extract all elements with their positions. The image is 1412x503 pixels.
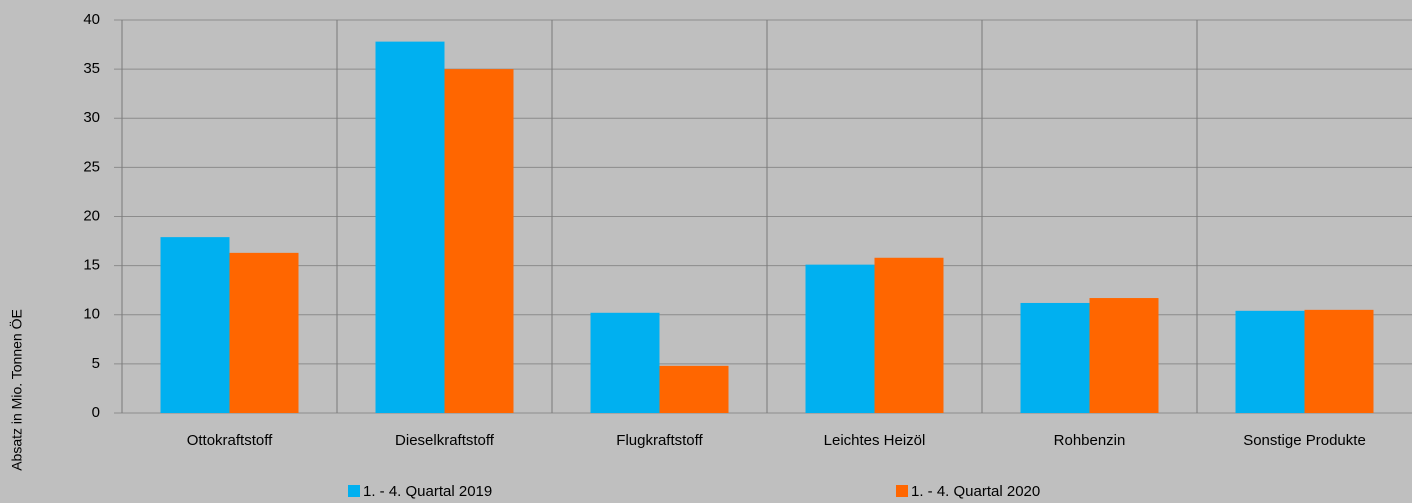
legend-swatch (896, 485, 908, 497)
bar (1235, 310, 1305, 413)
x-tick-label: Sonstige Produkte (1243, 432, 1366, 449)
bar (229, 252, 299, 413)
bar (1089, 298, 1159, 413)
y-tick-label: 15 (83, 257, 100, 274)
bar (375, 41, 445, 414)
bar (590, 312, 660, 413)
bar (160, 237, 230, 413)
x-tick-label: Rohbenzin (1054, 432, 1126, 449)
y-tick-label: 5 (92, 355, 100, 372)
y-tick-label: 35 (83, 60, 100, 77)
bar (1020, 302, 1090, 413)
y-axis-label: Absatz in Mio. Tonnen ÖE (8, 309, 25, 471)
y-tick-label: 20 (83, 207, 100, 224)
x-tick-label: Dieselkraftstoff (395, 432, 495, 449)
y-tick-label: 40 (83, 11, 100, 28)
bar (444, 69, 514, 413)
legend-swatch (348, 485, 360, 497)
y-tick-label: 10 (83, 306, 100, 323)
legend-label: 1. - 4. Quartal 2019 (363, 483, 492, 500)
x-tick-label: Flugkraftstoff (616, 432, 703, 449)
legend-label: 1. - 4. Quartal 2020 (911, 483, 1040, 500)
y-tick-label: 30 (83, 109, 100, 126)
x-tick-label: Leichtes Heizöl (824, 432, 926, 449)
bar (874, 257, 944, 413)
bar (659, 365, 729, 413)
y-tick-label: 0 (92, 404, 100, 421)
y-tick-label: 25 (83, 158, 100, 175)
x-tick-label: Ottokraftstoff (187, 432, 273, 449)
bar (805, 264, 875, 413)
bar (1304, 309, 1374, 413)
